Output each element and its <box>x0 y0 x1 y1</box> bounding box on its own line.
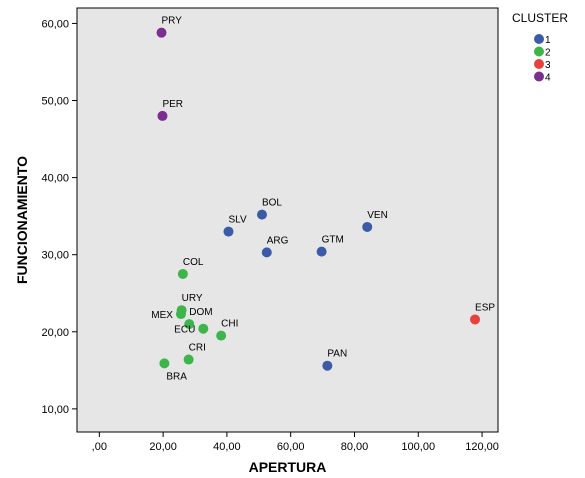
data-points <box>156 27 481 371</box>
data-point-esp <box>470 314 481 325</box>
data-point-slv <box>223 226 234 237</box>
point-label-esp: ESP <box>475 302 495 313</box>
point-label-gtm: GTM <box>322 235 344 246</box>
y-tick-label: 40,00 <box>41 173 69 185</box>
y-axis-title: FUNCIONAMIENTO <box>14 156 30 284</box>
data-point-pry <box>156 27 167 38</box>
point-label-mex: MEX <box>151 310 173 321</box>
x-tick-label: 120,00 <box>465 441 499 453</box>
x-tick-label: 80,00 <box>341 441 369 453</box>
y-tick-label: 50,00 <box>41 96 69 108</box>
legend-marker-2 <box>534 46 544 57</box>
y-tick-label: 10,00 <box>41 404 69 416</box>
point-label-ven: VEN <box>367 210 388 221</box>
data-point-arg <box>261 247 272 258</box>
data-point-col <box>177 268 188 279</box>
point-label-slv: SLV <box>228 215 246 226</box>
legend-marker-4 <box>534 71 544 82</box>
x-tick-label: 20,00 <box>149 441 177 453</box>
y-tick-label: 60,00 <box>41 18 69 30</box>
point-label-arg: ARG <box>267 235 289 246</box>
x-tick-label: 40,00 <box>213 441 241 453</box>
point-label-chi: CHI <box>221 319 238 330</box>
data-point-ecu <box>198 323 209 334</box>
point-label-col: COL <box>183 257 204 268</box>
legend-label-2: 2 <box>545 48 551 59</box>
y-tick-label: 30,00 <box>41 250 69 262</box>
data-point-pan <box>322 360 333 371</box>
x-tick-label: 100,00 <box>401 441 435 453</box>
data-point-dom <box>184 319 195 330</box>
point-label-pan: PAN <box>327 349 347 360</box>
legend-label-3: 3 <box>545 60 551 71</box>
point-label-bol: BOL <box>262 198 282 209</box>
point-label-ury: URY <box>182 293 203 304</box>
data-point-per <box>157 110 168 121</box>
point-label-per: PER <box>162 99 183 110</box>
data-point-chi <box>216 330 227 341</box>
x-tick-label: 60,00 <box>277 441 305 453</box>
point-label-cri: CRI <box>189 343 206 354</box>
legend-marker-3 <box>534 59 544 69</box>
data-point-bra <box>159 358 170 369</box>
legend-title: CLUSTER <box>512 11 568 25</box>
point-labels: PRY PER BOL SLV VEN ARG GTM COL URY MEX DOM ECU CHI C… <box>151 16 495 383</box>
plot-area <box>76 7 499 433</box>
point-label-ecu: ECU <box>174 325 195 336</box>
data-point-bol <box>256 209 267 220</box>
data-point-gtm <box>316 246 327 257</box>
point-label-dom: DOM <box>189 307 212 318</box>
x-axis: ,00 20,00 40,00 60,00 80,00 100,00 120,00 <box>92 432 499 453</box>
x-axis-title: APERTURA <box>249 459 327 475</box>
legend-label-1: 1 <box>545 35 551 46</box>
legend-label-4: 4 <box>545 73 551 84</box>
data-point-ven <box>362 221 373 232</box>
point-label-pry: PRY <box>162 16 183 27</box>
y-tick-label: 20,00 <box>41 327 69 339</box>
point-label-bra: BRA <box>166 371 187 382</box>
legend: CLUSTER 1 23 4 <box>512 11 568 84</box>
legend-marker-1 <box>534 34 544 44</box>
x-tick-label: ,00 <box>92 441 107 453</box>
data-point-cri <box>183 354 194 365</box>
data-point-mex <box>175 309 186 320</box>
y-axis: 10,00 20,00 30,00 40,00 50,00 60,00 <box>41 18 77 416</box>
